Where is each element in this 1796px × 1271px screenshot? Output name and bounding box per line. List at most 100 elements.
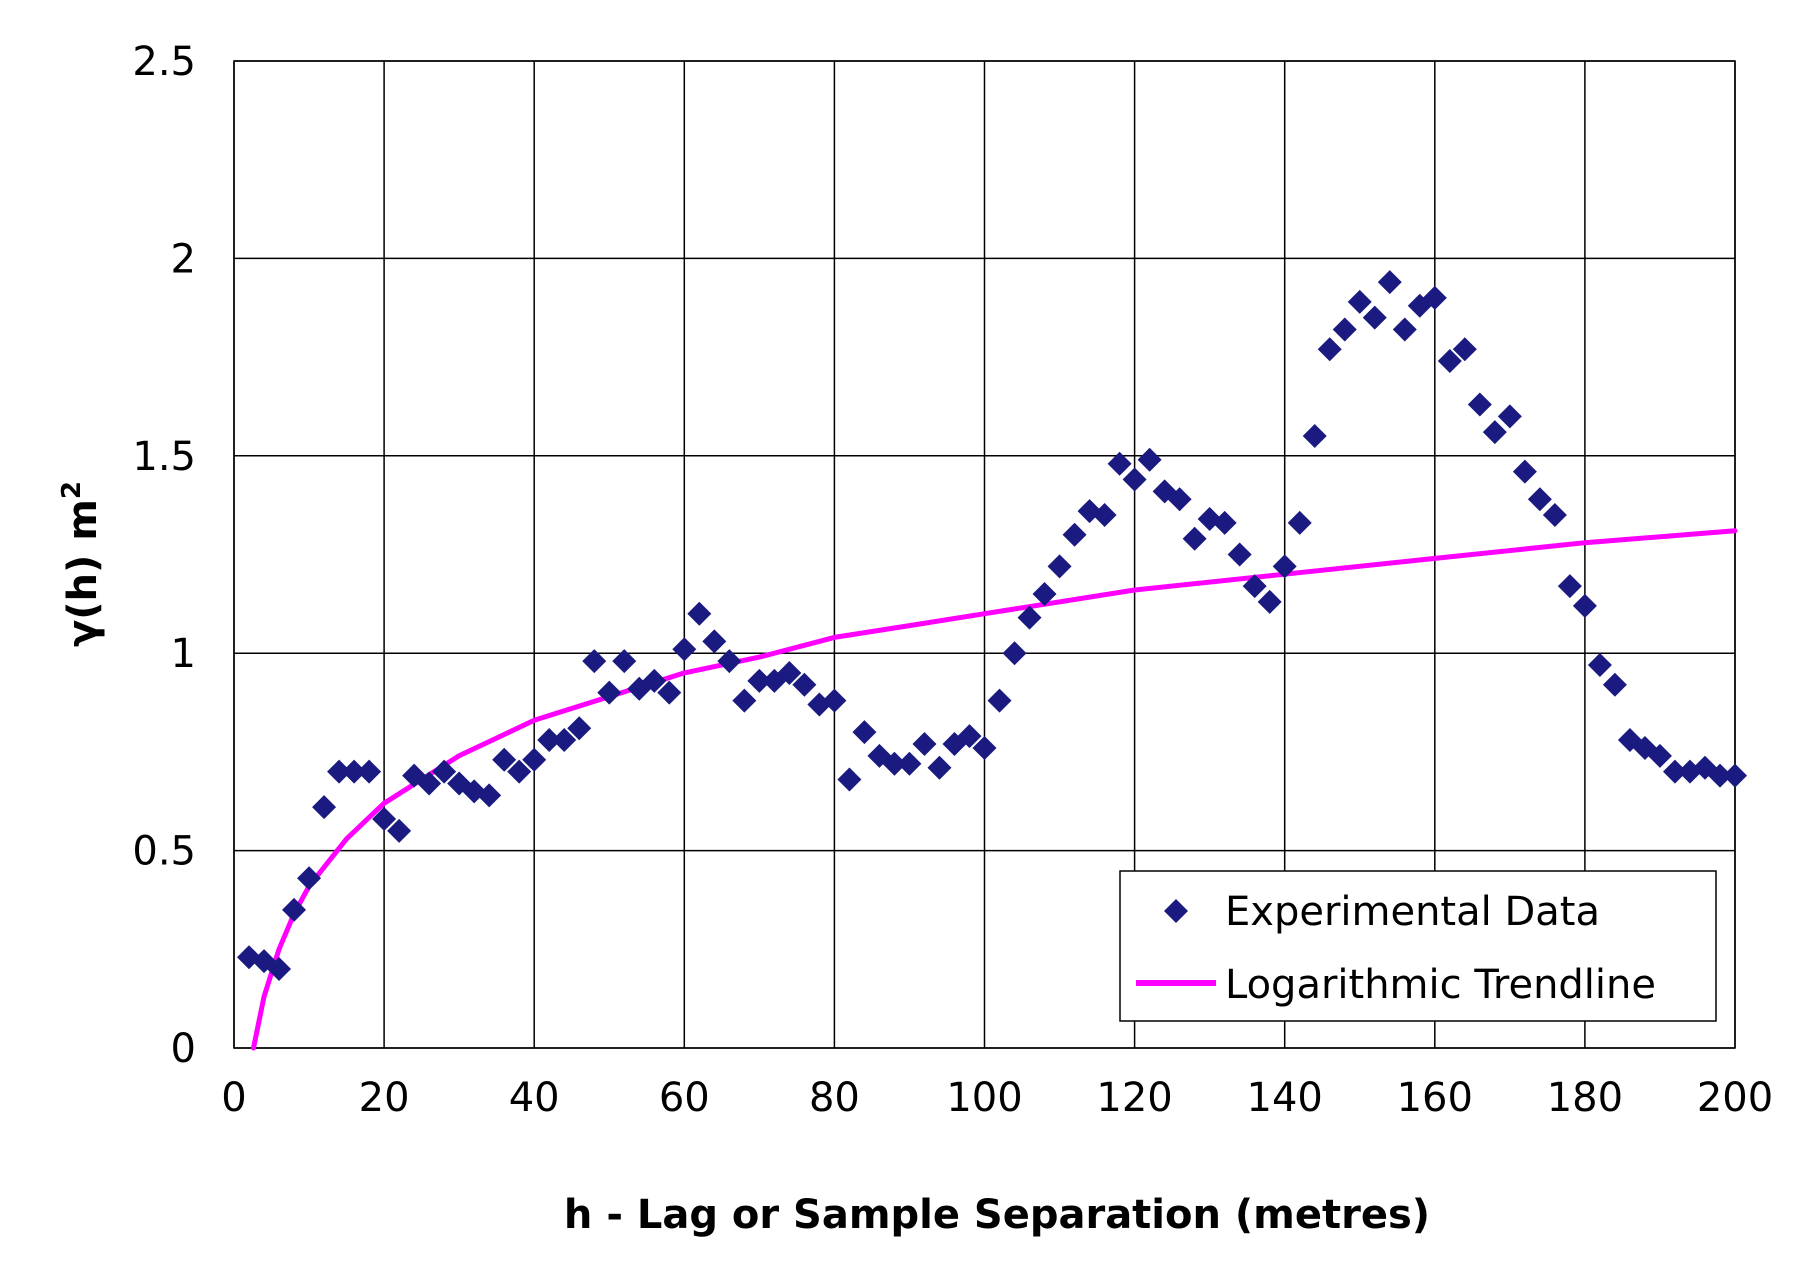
data-point-diamond (687, 601, 712, 626)
data-point-diamond (417, 771, 442, 796)
data-point-diamond (1527, 487, 1552, 512)
data-point-diamond (1707, 763, 1732, 788)
data-point-diamond (1107, 451, 1132, 476)
data-point-diamond (312, 795, 337, 820)
data-point-diamond (1587, 653, 1612, 678)
data-point-diamond (1347, 289, 1372, 314)
y-axis-title: γ(h) m2 (57, 481, 106, 647)
data-point-diamond (732, 688, 757, 713)
data-point-diamond (1032, 581, 1057, 606)
data-point-diamond (747, 668, 772, 693)
data-point-diamond (1062, 522, 1087, 547)
x-tick-label: 200 (1697, 1075, 1773, 1121)
data-point-diamond (1572, 593, 1597, 618)
data-point-diamond (1482, 420, 1507, 445)
data-point-diamond (1077, 499, 1102, 524)
data-point-diamond (567, 716, 592, 741)
data-point-diamond (267, 957, 292, 982)
data-point-diamond (1377, 270, 1402, 295)
data-point-diamond (702, 629, 727, 654)
x-tick-label: 60 (659, 1075, 710, 1121)
data-point-diamond (537, 728, 562, 753)
data-point-diamond (612, 649, 637, 674)
data-point-diamond (327, 759, 352, 784)
data-point-diamond (1272, 554, 1297, 579)
y-axis-title-superscript: 2 (57, 481, 87, 499)
data-point-diamond (1167, 487, 1192, 512)
data-point-diamond (1182, 526, 1207, 551)
data-point-diamond (1512, 459, 1537, 484)
data-point-diamond (1317, 337, 1342, 362)
data-point-diamond (477, 783, 502, 808)
x-tick-label: 120 (1096, 1075, 1172, 1121)
data-point-diamond (1392, 317, 1417, 342)
data-point-diamond (1227, 542, 1252, 567)
data-point-diamond (597, 680, 622, 705)
data-point-diamond (1017, 605, 1042, 630)
legend-label-experimental: Experimental Data (1225, 889, 1600, 935)
data-point-diamond (1602, 672, 1627, 697)
data-point-diamond (1047, 554, 1072, 579)
data-point-diamond (492, 747, 517, 772)
data-point-diamond (1452, 337, 1477, 362)
plot-area-frame (233, 60, 1736, 1049)
data-point-diamond (672, 637, 697, 662)
data-point-diamond (972, 735, 997, 760)
data-point-diamond (342, 759, 367, 784)
data-point-diamond (777, 660, 802, 685)
data-point-diamond (1242, 574, 1267, 599)
data-point-diamond (642, 668, 667, 693)
data-point-diamond (1362, 305, 1387, 330)
data-point-diamond (912, 732, 937, 757)
legend: Experimental Data Logarithmic Trendline (1119, 870, 1717, 1022)
data-point-diamond (282, 897, 307, 922)
data-point-diamond (1212, 510, 1237, 535)
y-axis-title-text: γ(h) m (60, 499, 106, 647)
data-point-diamond (717, 649, 742, 674)
data-point-diamond (1497, 404, 1522, 429)
data-point-diamond (582, 649, 607, 674)
data-point-diamond (1302, 424, 1327, 449)
x-axis-tick-labels: 0 20 40 60 80 100 120 140 160 180 200 (221, 1075, 1773, 1121)
data-point-diamond (957, 724, 982, 749)
data-point-diamond (552, 728, 577, 753)
data-point-diamond (1723, 763, 1747, 788)
data-point-diamond (1662, 759, 1687, 784)
data-point-diamond (987, 688, 1012, 713)
data-point-diamond (882, 751, 907, 776)
y-tick-label: 0 (171, 1026, 196, 1072)
y-axis-tick-labels: 0 0.5 1 1.5 2 2.5 (132, 39, 196, 1072)
y-tick-label: 1.5 (132, 434, 196, 480)
x-tick-label: 160 (1397, 1075, 1473, 1121)
data-point-diamond (1647, 743, 1672, 768)
data-point-diamond (387, 818, 412, 843)
y-tick-label: 1 (171, 631, 196, 677)
legend-label-trendline: Logarithmic Trendline (1225, 962, 1656, 1008)
data-point-diamond (1437, 349, 1462, 374)
y-tick-label: 2.5 (132, 39, 196, 85)
data-point-diamond (1092, 503, 1117, 528)
data-point-diamond (357, 759, 382, 784)
data-point-diamond (1122, 467, 1147, 492)
data-point-diamond (657, 680, 682, 705)
data-point-diamond (507, 759, 532, 784)
data-point-diamond (1557, 574, 1582, 599)
data-point-diamond (852, 720, 877, 745)
data-point-diamond (837, 767, 862, 792)
data-point-diamond (927, 755, 952, 780)
data-point-diamond (372, 807, 397, 832)
data-point-diamond (822, 688, 847, 713)
data-point-diamond (297, 866, 322, 891)
x-tick-label: 100 (946, 1075, 1022, 1121)
x-tick-label: 20 (359, 1075, 410, 1121)
data-point-diamond (1332, 317, 1357, 342)
legend-diamond-icon (1164, 899, 1188, 923)
legend-box (1119, 870, 1717, 1022)
data-point-diamond (1257, 589, 1282, 614)
data-point-diamond (237, 945, 262, 970)
data-point-diamond (1137, 447, 1162, 472)
data-point-diamond (1467, 392, 1492, 417)
data-point-diamond (522, 747, 547, 772)
x-tick-label: 80 (809, 1075, 860, 1121)
